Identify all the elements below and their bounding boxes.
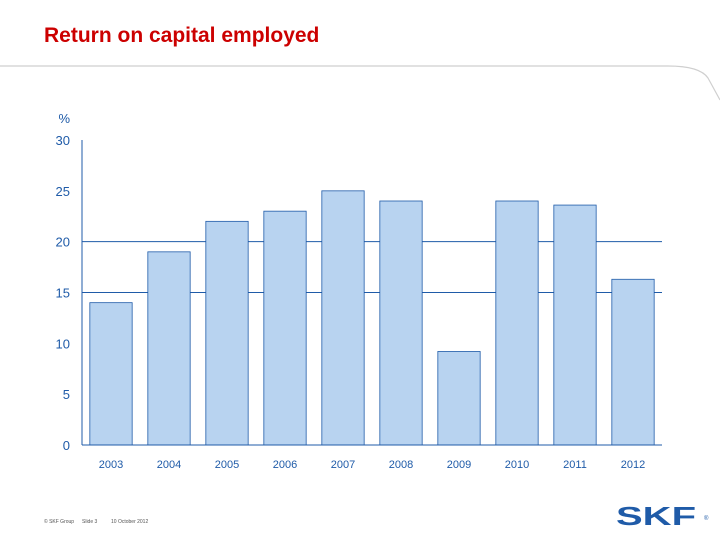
x-tick-label: 2006 [273,459,297,471]
footer-date: 10 October 2012 [111,519,149,525]
y-tick-label: 0 [63,438,70,453]
bar [553,204,597,446]
bar [437,351,481,446]
x-tick-label: 2003 [99,459,123,471]
plot-area: 0 5 10 15 20 25 30% 2003 2004 2005 2006 2007 2008 200… [56,111,662,471]
footer-copyright: © SKF Group [44,519,75,525]
registered-mark: ® [704,516,709,522]
bar [611,278,655,446]
y-tick-label: 30 [56,133,70,148]
y-tick-label: 20 [56,235,70,250]
footer-slide-number: Slide 3 [82,519,98,525]
y-tick-label: 5 [63,387,70,402]
y-axis-unit-label: % [58,111,70,126]
bar [495,200,539,446]
bar-chart: 0 5 10 15 20 25 30% 2003 2004 2005 2006 2007 2008 200… [56,111,662,471]
x-tick-label: 2004 [157,459,181,471]
x-tick-label: 2011 [563,459,587,471]
y-tick-label: 10 [56,336,70,351]
skf-logo: SKF [616,504,696,528]
bar [89,302,133,446]
y-tick-label: 25 [56,184,70,199]
x-tick-label: 2012 [621,459,645,471]
slide-title: Return on capital employed [44,24,320,47]
bar [263,210,307,446]
x-tick-label: 2005 [215,459,239,471]
x-tick-label: 2007 [331,459,355,471]
bar [205,220,249,446]
x-tick-label: 2008 [389,459,413,471]
bar [147,251,191,446]
bar [379,200,423,446]
skf-logo-text: SKF [616,504,696,528]
x-tick-label: 2010 [505,459,529,471]
y-tick-label: 15 [56,286,70,301]
bar [321,190,365,446]
x-tick-label: 2009 [447,459,471,471]
